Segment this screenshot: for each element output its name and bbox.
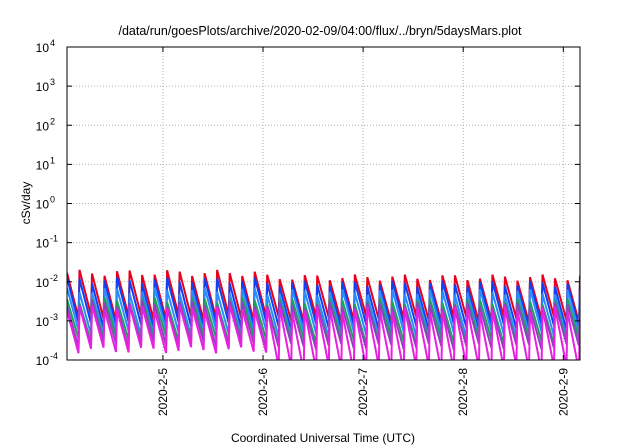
y-tick-label: 10 bbox=[36, 158, 50, 172]
y-tick-label: 10 bbox=[36, 315, 50, 329]
series-line bbox=[67, 300, 580, 351]
y-tick-exponent: -2 bbox=[50, 273, 58, 283]
y-tick-exponent: -4 bbox=[50, 351, 58, 361]
x-tick-label: 2020-2-5 bbox=[156, 368, 170, 416]
x-tick-label: 2020-2-6 bbox=[256, 368, 270, 416]
y-tick-exponent: 1 bbox=[50, 155, 55, 165]
y-tick-exponent: 2 bbox=[50, 116, 55, 126]
chart-title: /data/run/goesPlots/archive/2020-02-09/0… bbox=[118, 24, 522, 38]
y-tick-label: 10 bbox=[36, 80, 50, 94]
grid bbox=[67, 47, 580, 360]
series-line bbox=[67, 304, 580, 360]
y-axis-label: cSv/day bbox=[19, 182, 33, 225]
y-tick-label: 10 bbox=[36, 276, 50, 290]
y-tick-label: 10 bbox=[36, 354, 50, 368]
series-line bbox=[67, 269, 580, 323]
x-axis-label: Coordinated Universal Time (UTC) bbox=[231, 431, 415, 445]
x-tick-label: 2020-2-7 bbox=[356, 368, 370, 416]
y-tick-label: 10 bbox=[36, 237, 50, 251]
x-tick-label: 2020-2-8 bbox=[456, 368, 470, 416]
series-line bbox=[67, 277, 580, 331]
y-tick-label: 10 bbox=[36, 198, 50, 212]
y-tick-exponent: 0 bbox=[50, 195, 55, 205]
series-line bbox=[67, 287, 580, 339]
series-group bbox=[67, 269, 580, 360]
x-tick-label: 2020-2-9 bbox=[556, 368, 570, 416]
x-axis: 2020-2-5 2020-2-6 2020-2-7 2020-2-8 2020-2-9 bbox=[156, 47, 570, 416]
y-tick-label: 10 bbox=[36, 119, 50, 133]
y-tick-exponent: -1 bbox=[50, 234, 58, 244]
y-tick-label: 10 bbox=[36, 41, 50, 55]
y-tick-exponent: 4 bbox=[50, 38, 55, 48]
y-tick-exponent: 3 bbox=[50, 77, 55, 87]
y-tick-exponent: -3 bbox=[50, 312, 58, 322]
